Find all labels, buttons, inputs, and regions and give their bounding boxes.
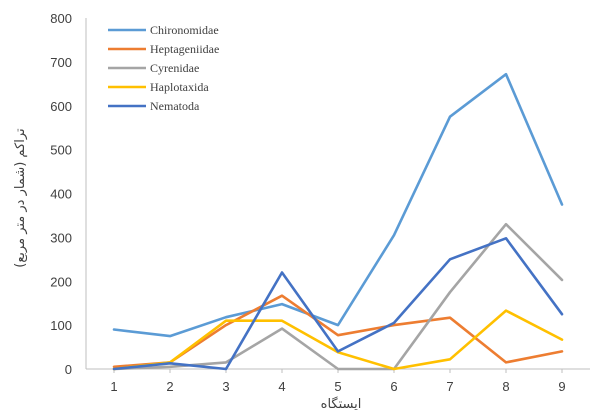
legend-label: Cyrenidae — [150, 61, 199, 75]
y-tick-label: 300 — [50, 230, 72, 245]
legend-label: Chironomidae — [150, 23, 219, 37]
x-tick-labels: 1 2 3 4 5 6 7 8 9 — [110, 379, 565, 394]
legend-label: Haplotaxida — [150, 80, 209, 94]
y-tick-label: 500 — [50, 143, 72, 158]
x-tick-label: 1 — [110, 379, 117, 394]
y-tick-label: 200 — [50, 274, 72, 289]
x-tick-label: 8 — [502, 379, 509, 394]
series-line-nematoda — [112, 237, 564, 371]
x-axis-label: ایستگاه — [321, 396, 362, 412]
y-tick-label: 800 — [50, 11, 72, 26]
x-tick-label: 5 — [334, 379, 341, 394]
legend-label: Heptageniidae — [150, 42, 219, 56]
series-line-cyrenidae — [112, 222, 564, 371]
legend: Chironomidae Heptageniidae Cyrenidae Haplot… — [108, 23, 219, 113]
y-tick-label: 0 — [65, 362, 72, 377]
y-tick-label: 600 — [50, 99, 72, 114]
series-line-chironomidae — [112, 72, 564, 338]
x-tick-label: 2 — [166, 379, 173, 394]
x-tick-label: 3 — [222, 379, 229, 394]
y-tick-label: 100 — [50, 318, 72, 333]
series-line-haplotaxida — [112, 309, 564, 371]
y-tick-labels: 0 100 200 300 400 500 600 700 800 — [50, 11, 72, 377]
x-tick-label: 7 — [446, 379, 453, 394]
x-tick-label: 9 — [558, 379, 565, 394]
series-lines — [112, 72, 564, 371]
legend-label: Nematoda — [150, 99, 200, 113]
y-tick-label: 400 — [50, 187, 72, 202]
x-tick-label: 4 — [278, 379, 285, 394]
y-tick-label: 700 — [50, 55, 72, 70]
x-tick-label: 6 — [390, 379, 397, 394]
y-axis-label: تراکم (شمار در متر مربع) — [13, 128, 28, 268]
